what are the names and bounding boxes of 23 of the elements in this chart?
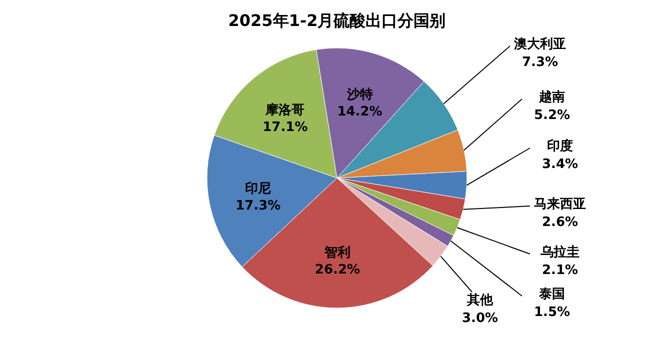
data-label: 7.3% bbox=[522, 55, 558, 70]
data-label: 3.4% bbox=[542, 157, 578, 172]
data-label: 2.1% bbox=[542, 263, 578, 278]
data-label: 26.2% bbox=[314, 262, 360, 278]
chart-title: 2025年1-2月硫酸出口分国别 bbox=[228, 11, 446, 30]
data-label: 17.1% bbox=[262, 120, 308, 136]
slice-label: 越南 bbox=[538, 90, 565, 105]
slice-label: 摩洛哥 bbox=[264, 102, 305, 118]
slice-label: 乌拉圭 bbox=[540, 244, 580, 260]
data-label: 2.6% bbox=[542, 215, 578, 230]
slice-label: 其他 bbox=[466, 293, 494, 308]
slice-label: 印度 bbox=[547, 138, 573, 154]
slice-label: 泰国 bbox=[538, 287, 565, 302]
slice-label: 印尼 bbox=[245, 180, 272, 197]
slice-label: 马来西亚 bbox=[534, 197, 586, 212]
data-label: 14.2% bbox=[337, 104, 382, 120]
data-label: 3.0% bbox=[462, 311, 498, 326]
slice-label: 沙特 bbox=[346, 88, 373, 103]
data-label: 17.3% bbox=[236, 198, 281, 214]
slice-label: 澳大利亚 bbox=[513, 36, 566, 52]
slice-label: 智利 bbox=[323, 244, 350, 261]
data-label: 5.2% bbox=[534, 108, 570, 123]
data-label: 1.5% bbox=[534, 305, 570, 320]
